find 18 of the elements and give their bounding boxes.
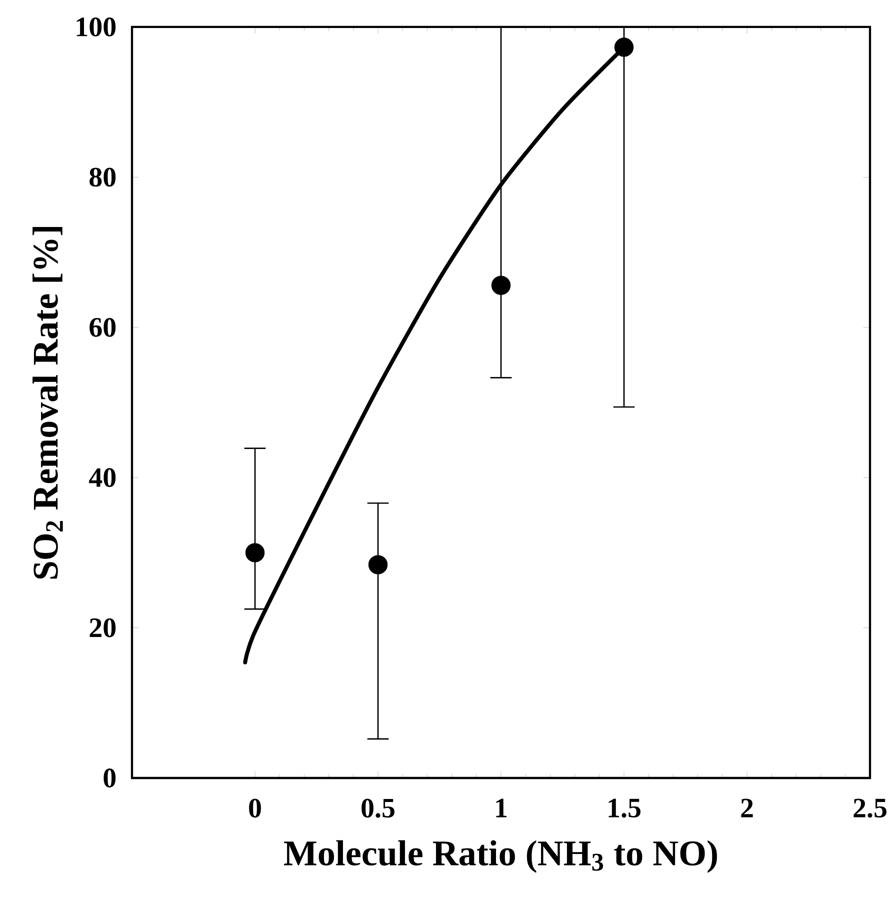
point: [614, 38, 634, 57]
x-axis-title: Molecule Ratio (NH$_{3}$ to NO): [284, 840, 717, 873]
y-tick-label: 100: [76, 18, 116, 36]
x-tick-label: 0: [249, 798, 261, 818]
point: [491, 276, 511, 295]
y-axis-title: SO$_{2}$ Removal Rate [%]: [32, 227, 63, 579]
point: [245, 543, 265, 562]
point: [368, 555, 388, 574]
x-tick-label: 2: [741, 798, 753, 818]
y-tick-label: 40: [89, 468, 116, 488]
x-tick-label: 1.5: [608, 798, 640, 818]
x-tick-label: 0.5: [362, 798, 394, 818]
y-tick-label: 0: [104, 768, 116, 788]
y-tick-label: 20: [90, 618, 116, 638]
x-tick-label: 1: [496, 798, 507, 818]
x-tick-label: 2.5: [854, 798, 886, 818]
y-tick-label: 60: [90, 318, 116, 337]
y-tick-label: 80: [90, 168, 116, 187]
